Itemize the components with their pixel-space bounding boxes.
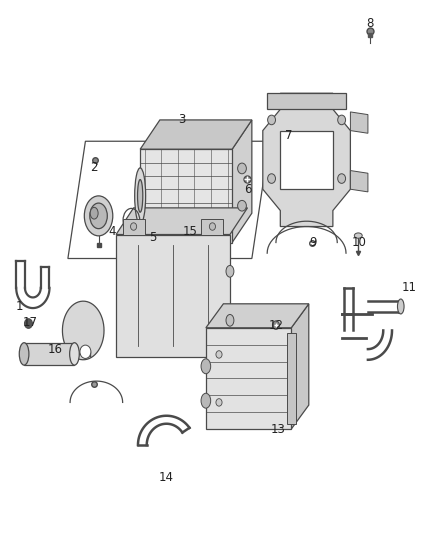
- Text: 5: 5: [150, 231, 157, 244]
- Polygon shape: [267, 93, 346, 109]
- Polygon shape: [206, 304, 309, 328]
- Bar: [206, 328, 291, 429]
- Text: 9: 9: [309, 236, 317, 249]
- Text: 2: 2: [90, 161, 98, 174]
- Text: 15: 15: [183, 225, 198, 238]
- Ellipse shape: [90, 207, 98, 219]
- Ellipse shape: [209, 223, 215, 230]
- Text: 4: 4: [108, 225, 116, 238]
- Ellipse shape: [338, 174, 346, 183]
- Ellipse shape: [138, 180, 143, 212]
- Ellipse shape: [131, 223, 137, 230]
- Ellipse shape: [268, 174, 276, 183]
- Polygon shape: [140, 120, 252, 149]
- Text: 3: 3: [178, 114, 185, 126]
- Ellipse shape: [25, 319, 32, 328]
- Text: 16: 16: [47, 343, 62, 356]
- Ellipse shape: [237, 163, 246, 174]
- Ellipse shape: [268, 115, 276, 125]
- Ellipse shape: [338, 115, 346, 125]
- Ellipse shape: [135, 168, 145, 224]
- Text: 13: 13: [271, 423, 286, 435]
- Ellipse shape: [70, 343, 79, 365]
- Ellipse shape: [354, 233, 362, 238]
- Ellipse shape: [226, 265, 234, 277]
- Polygon shape: [116, 235, 230, 357]
- Ellipse shape: [19, 343, 29, 365]
- Polygon shape: [280, 131, 333, 189]
- Text: 1: 1: [16, 300, 24, 313]
- Text: 8: 8: [367, 18, 374, 30]
- Polygon shape: [350, 112, 368, 133]
- Ellipse shape: [216, 399, 222, 406]
- Text: 7: 7: [285, 130, 293, 142]
- Polygon shape: [116, 208, 247, 235]
- Text: 6: 6: [244, 183, 251, 196]
- Bar: [123, 219, 145, 235]
- Bar: [24, 343, 74, 365]
- Ellipse shape: [201, 359, 211, 374]
- Text: 10: 10: [352, 236, 367, 249]
- Polygon shape: [350, 171, 368, 192]
- Ellipse shape: [90, 203, 107, 229]
- Ellipse shape: [397, 299, 404, 314]
- Ellipse shape: [201, 393, 211, 408]
- Text: 17: 17: [23, 316, 38, 329]
- Polygon shape: [263, 93, 350, 227]
- Text: 12: 12: [268, 319, 283, 332]
- Text: 14: 14: [159, 471, 174, 483]
- Ellipse shape: [272, 321, 279, 329]
- Ellipse shape: [84, 196, 113, 236]
- Polygon shape: [63, 301, 104, 360]
- Bar: [201, 219, 223, 235]
- Ellipse shape: [216, 351, 222, 358]
- Polygon shape: [291, 304, 309, 429]
- Ellipse shape: [226, 314, 234, 326]
- Bar: [140, 149, 232, 243]
- Text: 11: 11: [402, 281, 417, 294]
- Polygon shape: [232, 120, 252, 243]
- Ellipse shape: [80, 345, 91, 358]
- Ellipse shape: [237, 200, 246, 211]
- Bar: [287, 333, 296, 424]
